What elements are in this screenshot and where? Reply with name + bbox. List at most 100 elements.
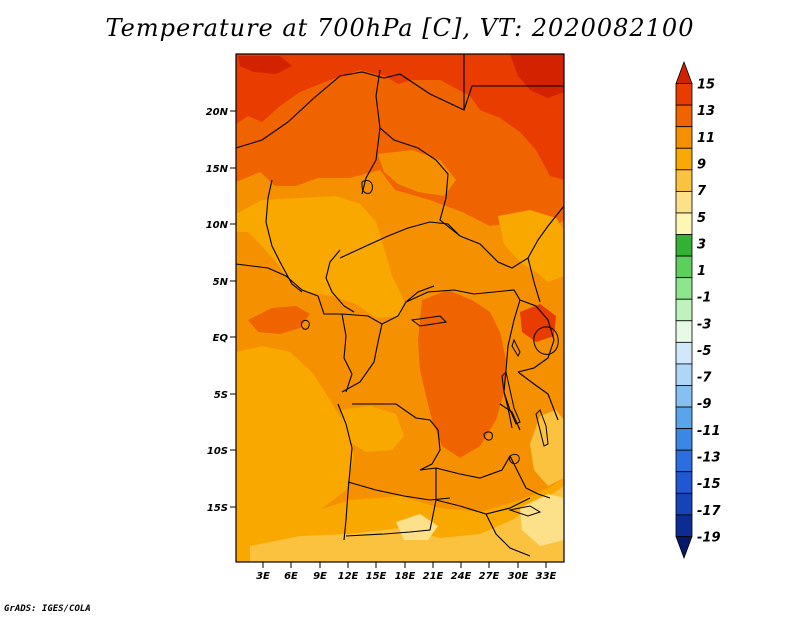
colorbar-cell [675,190,693,214]
colorbar-label: -17 [697,504,721,519]
x-tick-label: 9E [313,571,327,582]
colorbar-label: 15 [697,78,715,93]
colorbar-label: 13 [697,104,715,119]
lake-kariba [508,505,542,517]
x-tick-label: 24E [451,571,472,582]
lake-kivu [509,453,520,465]
colorbar-cell [675,320,693,343]
x-tick-label: 3E [256,571,270,582]
field-center-7-9 [340,406,404,452]
colorbar-label: 1 [697,264,706,279]
x-tick-label: 30E [508,571,529,582]
colorbar-max-triangle [675,60,693,84]
map-frame [235,53,565,563]
colorbar-cell [675,277,693,300]
colorbar: 15 13 11 9 7 5 3 1 -1 -3 -5 -7 -9 -11 -13 -15 -17 -19 [675,60,721,560]
x-tick-label: 33E [536,571,557,582]
field-sw-7-9 [236,346,354,536]
lake-victoria [533,326,559,355]
colorbar-label: -3 [697,317,711,332]
field-southeast-5-7 [250,486,564,562]
y-axis: 20N 15N 10N 5N EQ 5S 10S 15S [206,107,236,514]
colorbar-label: -15 [697,477,721,492]
colorbar-label: -7 [697,371,712,386]
border-nigeria-cameroon [265,179,303,293]
border-west-coast [236,263,319,297]
x-tick-label: 27E [479,571,500,582]
y-tick-label: 10S [207,446,228,457]
border-drc-east [503,299,521,429]
x-tick-label: 18E [395,571,416,582]
colorbar-label: 9 [697,157,706,172]
colorbar-cell [675,255,693,279]
field-east-5-7 [530,410,564,486]
lake-albert [511,338,521,358]
border-car-drc [405,289,521,303]
temperature-field [236,54,564,562]
colorbar-cell [675,83,693,106]
border-botswana-zimbabwe [485,513,531,557]
border-sahara-north [236,71,401,149]
colorbar-cell [675,428,693,451]
credit-label: GrADS: IGES/COLA [4,604,91,614]
x-tick-label: 21E [423,571,444,582]
border-namibia-botswana [345,499,437,537]
colorbar-cell [675,126,693,149]
colorbar-cell [675,341,693,365]
border-central-lake [499,403,521,431]
field-ne-gt-15 [510,54,564,98]
colorbar-cell [675,471,693,494]
colorbar-cell [675,514,693,537]
colorbar-cell [675,104,693,128]
border-angola-zambia [419,455,511,479]
chart-title: Temperature at 700hPa [C], VT: 202008210… [105,14,695,42]
border-tanzania [517,371,559,421]
colorbar-label: -13 [697,451,721,466]
lakes [301,179,559,517]
y-tick-label: 15S [207,503,228,514]
lake-small [301,319,310,330]
y-tick-label: 5S [214,390,228,401]
colorbar-cell [675,363,693,386]
colorbar-cell [675,169,693,192]
border-uganda-kenya [517,299,555,373]
x-tick-label: 6E [284,571,298,582]
lake-chad [361,179,373,194]
border-zambia-south [435,468,531,515]
colorbar-cell [675,298,693,322]
colorbar-cell [675,449,693,473]
colorbar-cell [675,147,693,171]
border-east-coast [527,257,541,303]
colorbar-cell [675,234,693,257]
colorbar-cell [675,385,693,408]
colorbar-label: 3 [697,237,706,252]
border-tanzania-mozambique [509,455,551,499]
lake-mweru [483,431,493,441]
x-tick-label: 15E [366,571,387,582]
colorbar-label: -1 [697,291,711,306]
lake-tanganyika [501,371,521,425]
colorbar-cell [675,406,693,430]
field-south-3-5 [396,514,438,540]
border-chad-sudan [379,127,461,237]
border-cameroon-car [325,249,355,313]
colorbar-cell [675,212,693,235]
border-chad-car [339,221,461,259]
y-tick-label: 15N [206,164,229,175]
border-angola-coast [337,403,353,541]
border-angola-drc [352,403,441,471]
y-tick-label: 20N [206,107,229,118]
lake-central [410,315,448,327]
colorbar-label: -9 [697,397,711,412]
y-tick-label: 5N [213,277,229,288]
field-nw-gt-15 [238,56,292,74]
colorbar-label: -5 [697,344,711,359]
colorbar-min-triangle [675,536,693,560]
y-tick-label: EQ [213,333,229,344]
field-inner-9-11-north [378,150,456,196]
colorbar-label: 7 [697,184,707,199]
colorbar-label: -19 [697,530,721,545]
field-nw-coast-11-13 [248,306,310,334]
field-east-13-15 [520,304,556,342]
